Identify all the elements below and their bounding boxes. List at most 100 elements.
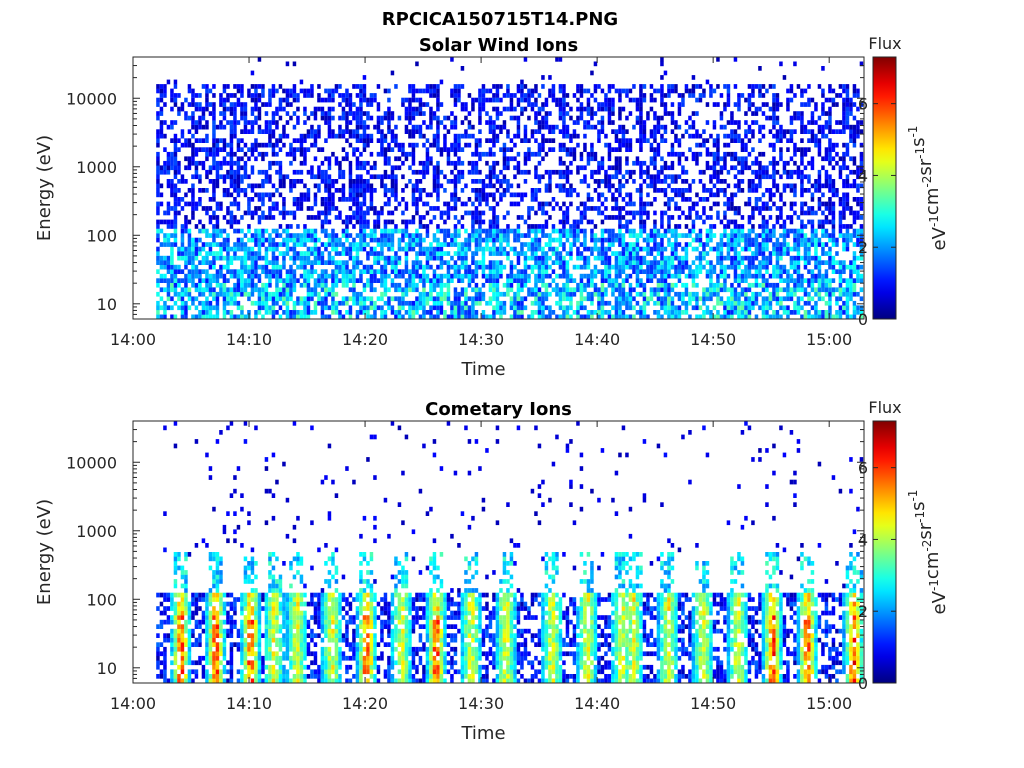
heatmap-cell bbox=[212, 260, 216, 265]
heatmap-cell bbox=[628, 228, 633, 234]
heatmap-cell bbox=[730, 255, 734, 261]
heatmap-cell bbox=[299, 255, 304, 261]
heatmap-cell bbox=[334, 233, 339, 238]
heatmap-cell bbox=[618, 291, 622, 297]
heatmap-cell bbox=[506, 156, 510, 162]
heatmap-cell bbox=[226, 296, 230, 302]
heatmap-cell bbox=[667, 228, 671, 234]
heatmap-cell bbox=[303, 228, 307, 234]
heatmap-cell bbox=[656, 174, 661, 180]
heatmap-cell bbox=[425, 210, 430, 216]
heatmap-cell bbox=[243, 242, 248, 247]
heatmap-cell bbox=[446, 260, 451, 265]
heatmap-cell bbox=[439, 246, 444, 252]
heatmap-cell bbox=[737, 160, 741, 166]
heatmap-cell bbox=[527, 115, 531, 121]
heatmap-cell bbox=[264, 129, 269, 134]
heatmap-cell bbox=[516, 120, 521, 125]
heatmap-cell bbox=[187, 228, 192, 234]
heatmap-cell bbox=[320, 310, 325, 315]
heatmap-cell bbox=[320, 269, 325, 274]
heatmap-cell bbox=[562, 255, 566, 261]
heatmap-cell bbox=[583, 215, 587, 220]
heatmap-cell bbox=[621, 264, 626, 270]
heatmap-cell bbox=[621, 278, 626, 283]
heatmap-cell bbox=[408, 151, 412, 157]
heatmap-cell bbox=[327, 183, 332, 189]
heatmap-cell bbox=[495, 251, 500, 256]
heatmap-cell bbox=[730, 260, 734, 265]
heatmap-cell bbox=[257, 106, 262, 112]
heatmap-cell bbox=[226, 97, 230, 103]
heatmap-cell bbox=[226, 260, 230, 265]
heatmap-cell bbox=[726, 197, 731, 202]
heatmap-cell bbox=[166, 179, 171, 184]
heatmap-cell bbox=[240, 106, 244, 112]
heatmap-cell bbox=[457, 197, 461, 202]
heatmap-cell bbox=[156, 183, 160, 189]
heatmap-cell bbox=[572, 133, 577, 139]
heatmap-cell bbox=[555, 246, 559, 252]
heatmap-cell bbox=[583, 246, 587, 252]
heatmap-cell bbox=[730, 138, 734, 143]
heatmap-cell bbox=[439, 310, 444, 315]
heatmap-cell bbox=[572, 120, 577, 125]
heatmap-cell bbox=[212, 160, 216, 166]
heatmap-cell bbox=[415, 237, 419, 243]
heatmap-cell bbox=[317, 300, 321, 306]
heatmap-cell bbox=[397, 255, 402, 261]
heatmap-cell bbox=[737, 138, 741, 143]
heatmap-cell bbox=[397, 228, 402, 234]
heatmap-cell bbox=[635, 160, 640, 166]
heatmap-cell bbox=[436, 264, 440, 270]
heatmap-cell bbox=[229, 192, 234, 198]
heatmap-cell bbox=[205, 287, 209, 293]
heatmap-cell bbox=[201, 138, 206, 143]
heatmap-cell bbox=[271, 237, 276, 243]
heatmap-cell bbox=[621, 246, 626, 252]
heatmap-cell bbox=[530, 106, 535, 112]
heatmap-cell bbox=[380, 115, 384, 121]
heatmap-cell bbox=[303, 310, 307, 315]
heatmap-cell bbox=[572, 228, 577, 234]
heatmap-cell bbox=[394, 188, 398, 193]
heatmap-cell bbox=[313, 233, 318, 238]
heatmap-cell bbox=[299, 296, 304, 302]
heatmap-cell bbox=[331, 129, 335, 134]
heatmap-cell bbox=[236, 165, 241, 171]
heatmap-cell bbox=[376, 151, 381, 157]
heatmap-cell bbox=[684, 224, 689, 229]
heatmap-cell bbox=[730, 201, 734, 207]
heatmap-cell bbox=[618, 147, 622, 152]
heatmap-cell bbox=[404, 310, 409, 315]
heatmap-cell bbox=[744, 314, 748, 320]
heatmap-cell bbox=[688, 228, 692, 234]
heatmap-cell bbox=[310, 310, 314, 315]
heatmap-cell bbox=[625, 88, 629, 94]
heatmap-cell bbox=[254, 115, 258, 121]
heatmap-cell bbox=[520, 300, 524, 306]
heatmap-cell bbox=[576, 305, 580, 311]
heatmap-cell bbox=[404, 129, 409, 134]
heatmap-cell bbox=[250, 210, 255, 216]
heatmap-cell bbox=[306, 246, 311, 252]
heatmap-cell bbox=[163, 160, 167, 166]
heatmap-cell bbox=[572, 147, 577, 152]
heatmap-cell bbox=[453, 84, 458, 89]
heatmap-cell bbox=[621, 269, 626, 274]
heatmap-cell bbox=[744, 237, 748, 243]
heatmap-cell bbox=[331, 291, 335, 297]
heatmap-cell bbox=[744, 269, 748, 274]
heatmap-cell bbox=[537, 260, 542, 265]
heatmap-cell bbox=[383, 310, 388, 315]
heatmap-cell bbox=[726, 88, 731, 94]
heatmap-cell bbox=[292, 305, 297, 311]
heatmap-cell bbox=[327, 197, 332, 202]
heatmap-cell bbox=[625, 138, 629, 143]
heatmap-cell bbox=[439, 287, 444, 293]
heatmap-cell bbox=[348, 197, 353, 202]
heatmap-cell bbox=[233, 179, 237, 184]
heatmap-cell bbox=[341, 169, 346, 175]
heatmap-cell bbox=[513, 291, 517, 297]
heatmap-cell bbox=[460, 278, 465, 283]
